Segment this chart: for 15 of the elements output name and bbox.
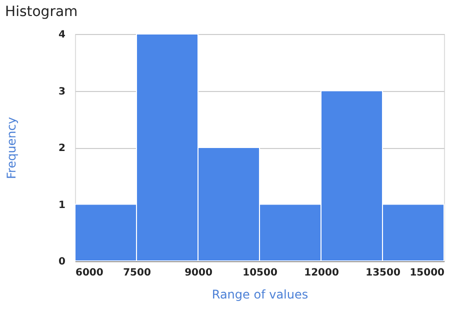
x-tick-label: 10500: [242, 268, 278, 278]
y-tick-label: 2: [58, 143, 66, 154]
x-tick-label: 9000: [184, 268, 212, 278]
chart-title: Histogram: [5, 4, 78, 20]
x-tick-label: 15000: [410, 268, 445, 278]
x-tick-label: 12000: [304, 268, 339, 278]
y-tick-label: 3: [58, 86, 66, 98]
y-tick-label: 4: [58, 30, 66, 40]
x-axis-title: Range of values: [212, 288, 308, 302]
x-tick-label: 7500: [123, 268, 151, 278]
y-tick-label: 0: [58, 256, 66, 268]
x-tick-label: 6000: [76, 268, 104, 278]
y-axis-title: Frequency: [4, 117, 19, 179]
y-tick-label: 1: [58, 200, 66, 211]
x-tick-label: 13500: [366, 268, 400, 278]
